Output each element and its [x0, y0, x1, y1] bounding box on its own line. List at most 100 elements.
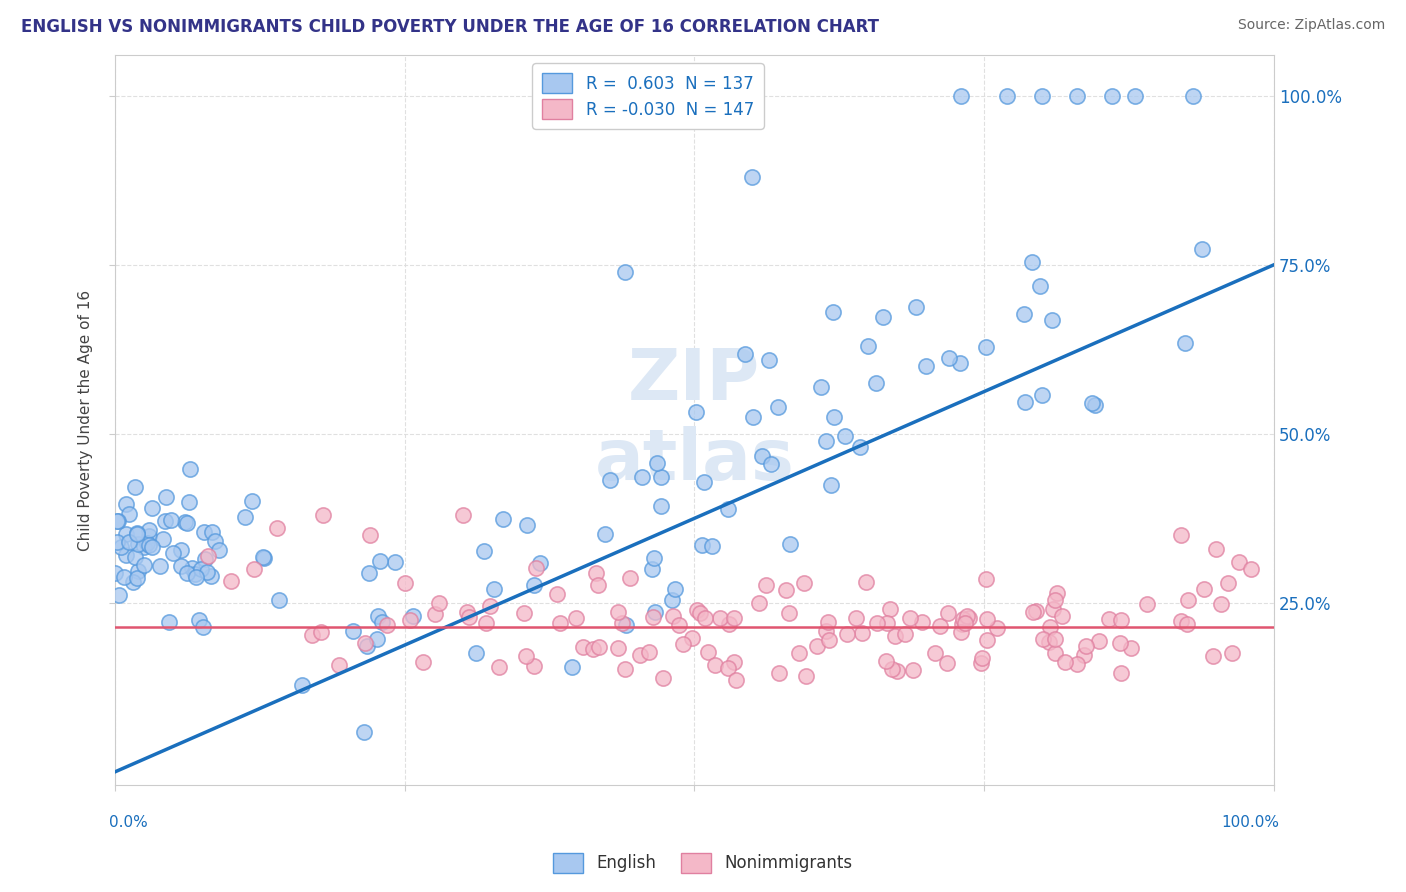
Point — [195, 566, 218, 580]
Point — [328, 658, 350, 673]
Point — [104, 566, 127, 581]
Text: 100.0%: 100.0% — [1222, 814, 1279, 830]
Point — [464, 646, 486, 660]
Point — [820, 478, 842, 492]
Point — [427, 596, 450, 610]
Point — [619, 570, 641, 584]
Point — [1050, 609, 1073, 624]
Point — [112, 570, 135, 584]
Point — [1088, 634, 1111, 648]
Point — [976, 612, 998, 626]
Point — [105, 535, 128, 549]
Point — [1032, 632, 1054, 646]
Point — [976, 633, 998, 648]
Point — [121, 574, 143, 589]
Point — [384, 555, 406, 569]
Point — [886, 665, 908, 679]
Point — [176, 516, 198, 531]
Point — [755, 577, 778, 591]
Point — [492, 512, 515, 526]
Point — [108, 588, 131, 602]
Point — [371, 615, 394, 629]
Point — [1043, 593, 1066, 607]
Point — [482, 582, 505, 597]
Point — [561, 660, 583, 674]
Point — [709, 611, 731, 625]
Point — [1170, 528, 1192, 542]
Point — [607, 641, 630, 656]
Point — [741, 409, 763, 424]
Point — [1031, 387, 1053, 401]
Point — [723, 611, 745, 625]
Point — [690, 538, 713, 552]
Point — [582, 641, 605, 656]
Point — [1025, 604, 1047, 618]
Point — [515, 648, 537, 663]
Point — [936, 656, 959, 670]
Point — [1042, 601, 1064, 615]
Point — [817, 633, 839, 648]
Point — [768, 666, 790, 681]
Point — [1073, 648, 1095, 662]
Point — [125, 525, 148, 540]
Point — [1012, 307, 1035, 321]
Point — [986, 621, 1008, 635]
Point — [952, 612, 974, 626]
Point — [928, 618, 950, 632]
Point — [970, 651, 993, 665]
Point — [585, 566, 607, 581]
Point — [949, 625, 972, 640]
Point — [110, 541, 132, 555]
Point — [915, 359, 938, 374]
Point — [974, 572, 997, 586]
Point — [138, 523, 160, 537]
Point — [357, 566, 380, 580]
Point — [650, 499, 672, 513]
Point — [775, 582, 797, 597]
Point — [479, 599, 502, 613]
Point — [717, 501, 740, 516]
Point — [662, 608, 685, 623]
Text: 0.0%: 0.0% — [110, 814, 148, 830]
Point — [368, 554, 391, 568]
Point — [522, 658, 544, 673]
Point — [155, 490, 177, 504]
Point — [157, 615, 180, 630]
Point — [132, 558, 155, 573]
Point — [451, 508, 474, 522]
Point — [650, 470, 672, 484]
Point — [643, 610, 665, 624]
Point — [134, 540, 156, 554]
Point — [668, 618, 690, 632]
Point — [219, 574, 242, 589]
Point — [269, 593, 291, 607]
Point — [672, 637, 695, 651]
Point — [394, 575, 416, 590]
Point — [176, 566, 198, 581]
Point — [865, 376, 887, 391]
Point — [1029, 279, 1052, 293]
Point — [1109, 613, 1132, 627]
Point — [423, 607, 446, 621]
Point — [693, 475, 716, 489]
Point — [879, 602, 901, 616]
Text: ENGLISH VS NONIMMIGRANTS CHILD POVERTY UNDER THE AGE OF 16 CORRELATION CHART: ENGLISH VS NONIMMIGRANTS CHILD POVERTY U… — [21, 18, 879, 36]
Point — [399, 613, 422, 627]
Point — [949, 356, 972, 370]
Point — [734, 347, 756, 361]
Point — [855, 575, 877, 590]
Point — [717, 661, 740, 675]
Point — [253, 551, 276, 566]
Point — [936, 606, 959, 620]
Point — [118, 507, 141, 521]
Point — [1053, 655, 1076, 669]
Point — [342, 624, 364, 639]
Point — [686, 603, 709, 617]
Point — [613, 264, 636, 278]
Point — [458, 610, 481, 624]
Point — [204, 533, 226, 548]
Point — [170, 558, 193, 573]
Point — [512, 606, 534, 620]
Point — [1181, 88, 1204, 103]
Point — [366, 632, 388, 647]
